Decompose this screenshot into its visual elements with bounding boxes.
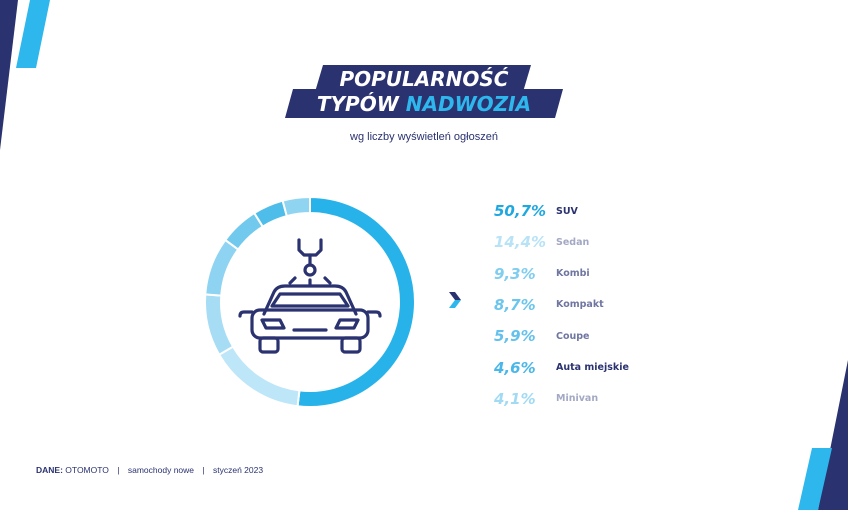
legend-row: 9,3% Kombi [494,262,590,286]
footer-separator-1: | [117,465,120,475]
legend-category: Sedan [556,236,590,248]
legend-percent: 5,9% [494,327,536,346]
subtitle: wg liczby wyświetleń ogłoszeń [350,131,498,143]
legend-row: 8,7% Kompakt [494,293,604,317]
legend-category: Coupe [556,330,590,342]
legend-category: Minivan [556,393,599,405]
donut-slice-kombi [204,293,235,357]
donut-slices [204,195,416,408]
footer-source-value: OTOMOTO [65,465,109,475]
title-banner [285,65,563,118]
title-word-typow: TYPÓW [316,92,399,116]
footer-scope: samochody nowe [127,465,195,475]
donut-slice-sedan [217,345,301,408]
title-line-2: TYPÓW NADWOZIA [0,92,848,116]
footer-source-label: DANE: [36,465,63,475]
legend-percent: 50,7% [494,202,547,220]
donut-slice-auta-miejskie [252,199,289,228]
legend-percent: 14,4% [494,233,547,252]
car-robot-arm-icon [238,238,382,354]
footer-source: DANE: OTOMOTO | samochody nowe | styczeń… [36,465,263,475]
legend-row: 5,9% Coupe [494,324,590,348]
legend-row: 50,7% SUV [494,199,578,223]
legend-row: 14,4% Sedan [494,230,589,254]
legend-category: Kombi [556,268,590,280]
bottom-right-stripes [798,360,848,510]
footer-separator-2: | [202,465,205,475]
legend-percent: 9,3% [494,264,536,283]
legend-category: Kompakt [556,299,604,311]
legend-percent: 4,6% [494,358,536,377]
title-line-1: POPULARNOŚĆ [339,67,509,91]
footer-date: styczeń 2023 [213,465,264,475]
legend-category: Auta miejskie [556,362,629,373]
title-word-nadwozia: NADWOZIA [405,92,532,116]
legend-percent: 4,1% [494,389,536,408]
donut-slice-kompakt [204,238,240,297]
donut-chart [204,195,416,408]
legend-row: 4,6% Auta miejskie [494,356,629,380]
legend-category: SUV [556,205,578,217]
legend-row: 4,1% Minivan [494,387,598,411]
donut-slice-suv [296,195,416,408]
chevron-right-icon [449,292,461,308]
top-left-stripes [0,0,50,150]
legend-percent: 8,7% [494,295,536,314]
donut-slice-minivan [281,195,311,218]
